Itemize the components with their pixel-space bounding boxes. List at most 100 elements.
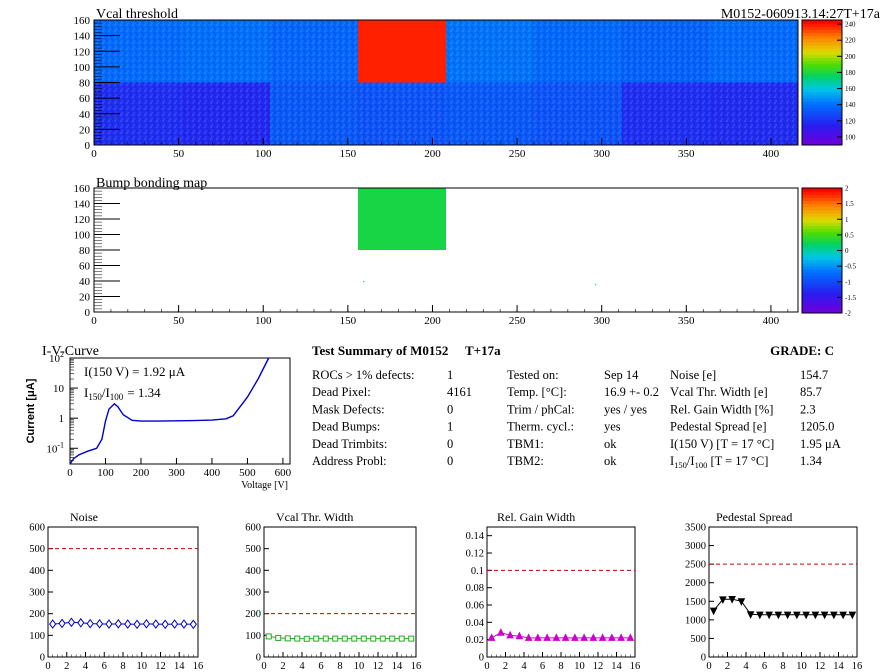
x-tick-label: 16 [852,661,863,672]
summary-label: Rel. Gain Width [%] [670,402,773,416]
y-tick-label: 200 [29,609,45,620]
scale-band [802,194,842,198]
scale-band [802,291,842,295]
x-tick-label: 300 [593,148,610,160]
scale-band [802,135,842,140]
scale-band [802,238,842,242]
x-tick-label: 2 [503,661,508,672]
data-point [487,633,496,641]
scale-band [802,197,842,201]
bump-map-title: Bump bonding map [96,176,207,191]
data-point [67,617,76,628]
roc-texture [358,82,447,146]
x-tick-label: 16 [411,661,422,672]
scale-tick-label: 1 [845,216,849,224]
y-tick-label: 140 [74,199,91,211]
data-point [765,611,773,620]
scale-tick-label: 100 [845,133,856,141]
roc-cell [358,20,447,83]
sub: 150 [674,460,687,470]
scale-band [802,203,842,208]
summary-value: 16.9 +- 0.2 [604,385,659,399]
scale-band [802,26,842,30]
summary-label: Dead Pixel: [312,385,371,399]
scale-band [802,63,842,68]
data-point [322,635,329,642]
data-point [332,635,339,642]
scale-band [802,191,842,195]
y-tick-label: 10 [53,383,65,395]
data-point [820,611,829,620]
scale-tick-label: 140 [845,101,856,109]
x-tick-label: 16 [193,661,204,672]
x-tick-label: 10 [796,661,807,672]
small-chart-title: Vcal Thr. Width [276,510,353,524]
grade-label: GRADE: C [770,343,834,358]
x-tick-label: 10 [354,661,365,672]
summary-label: TBM1: [507,437,544,451]
y-tick-label: 2500 [685,560,706,571]
y-tick-label: 0 [256,653,261,664]
summary-label: ROCs > 1% defects: [312,368,415,382]
summary-title: Test Summary of M0152 [312,343,448,358]
x-tick-label: 8 [337,661,342,672]
x-tick-label: 14 [611,661,622,672]
x-tick-label: 6 [318,661,323,672]
summary-label: Trim / phCal: [507,402,575,416]
scale-band [802,132,842,137]
y-tick-label: 300 [29,588,45,599]
scale-band [802,275,842,280]
x-tick-label: 100 [255,315,272,327]
summary-value: 1 [447,420,453,434]
x-tick-label: 250 [509,148,526,160]
summary-value: 85.7 [800,385,822,399]
series-line [268,635,412,640]
y-tick-label: 500 [29,544,45,555]
y-tick-label: 0 [85,307,91,319]
data-point [534,633,542,641]
scale-band [802,38,842,43]
data-point [737,598,746,606]
summary-value: 1 [447,368,453,382]
summary-value: 2.3 [800,402,816,416]
scale-tick-label: 200 [845,53,856,61]
scale-band [802,79,842,83]
x-tick-label: 150 [340,148,357,160]
x-tick-label: 600 [275,467,292,479]
data-point [608,633,616,641]
scale-tick-label: -1.5 [845,294,857,302]
summary-value: yes / yes [604,402,647,416]
defect-roc-cell [358,188,446,250]
scale-tick-label: 120 [845,117,856,125]
scale-band [802,70,842,74]
y-tick-label: 102 [49,350,64,365]
roc-texture [182,82,271,146]
y-tick-label: 80 [79,78,91,90]
data-point [811,611,820,620]
y-tick-label: 1 [59,413,65,425]
data-point [756,611,764,620]
x-tick-label: 100 [255,148,272,160]
scale-band [802,219,842,223]
scale-band [802,51,842,55]
x-tick-label: 0 [91,148,97,160]
scale-tick-label: 180 [845,69,856,77]
x-tick-label: 350 [678,148,695,160]
roc-chart-vcal-thr-width: Vcal Thr. Width 0 2 4 6 8 10 12 14 16 0 100 200 300 40… [245,510,421,672]
summary-value: 154.7 [800,368,828,382]
scale-band [802,256,842,261]
summary-value: Sep 14 [604,368,639,382]
x-tick-label: 12 [373,661,384,672]
iv-series-line [69,357,270,465]
y-tick-label: 0 [479,653,484,664]
summary-label: Address Probl: [312,454,387,468]
roc-chart-pedestal-spread: Pedestal Spread 0 2 4 6 8 10 12 14 16 0 500 1000 1500… [685,510,862,672]
x-tick-label: 200 [133,467,150,479]
y-tick-label: 0 [85,140,91,152]
scale-band [802,116,842,121]
vcal-color-scale: 100 120 140 160 180 200 220 240 [801,19,856,146]
y-tick-label: 2000 [685,578,706,589]
scale-band [802,113,842,118]
